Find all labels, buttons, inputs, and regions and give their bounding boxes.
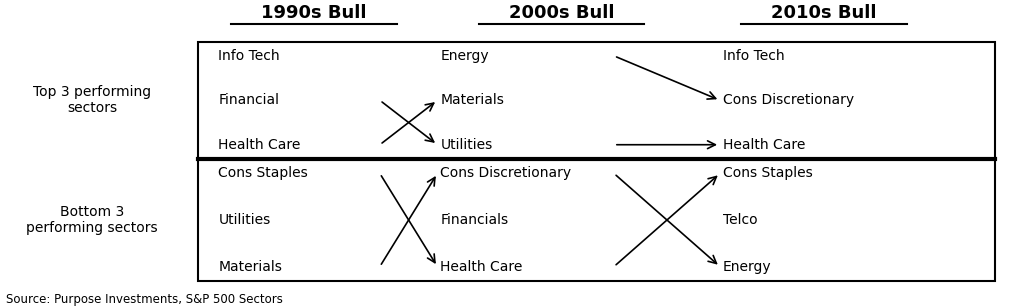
Text: Cons Discretionary: Cons Discretionary [722, 93, 853, 107]
Text: Top 3 performing
sectors: Top 3 performing sectors [33, 85, 151, 115]
Text: Cons Staples: Cons Staples [218, 166, 307, 181]
Text: Materials: Materials [440, 93, 503, 107]
Text: 2010s Bull: 2010s Bull [770, 4, 876, 22]
Text: Cons Staples: Cons Staples [722, 166, 812, 181]
Text: Materials: Materials [218, 259, 282, 274]
Text: Bottom 3
performing sectors: Bottom 3 performing sectors [26, 205, 158, 235]
Text: Health Care: Health Care [218, 138, 300, 152]
Text: Telco: Telco [722, 213, 757, 227]
Text: Info Tech: Info Tech [722, 49, 784, 63]
Text: Cons Discretionary: Cons Discretionary [440, 166, 571, 181]
Text: 2000s Bull: 2000s Bull [509, 4, 614, 22]
Text: Energy: Energy [722, 259, 770, 274]
Text: Info Tech: Info Tech [218, 49, 280, 63]
Text: Utilities: Utilities [440, 138, 492, 152]
Text: Health Care: Health Care [722, 138, 805, 152]
Text: 1990s Bull: 1990s Bull [261, 4, 367, 22]
FancyBboxPatch shape [198, 42, 995, 281]
Text: Health Care: Health Care [440, 259, 523, 274]
Text: Energy: Energy [440, 49, 488, 63]
Text: Financials: Financials [440, 213, 508, 227]
Text: Utilities: Utilities [218, 213, 270, 227]
Text: Source: Purpose Investments, S&P 500 Sectors: Source: Purpose Investments, S&P 500 Sec… [6, 293, 283, 305]
Text: Financial: Financial [218, 93, 279, 107]
